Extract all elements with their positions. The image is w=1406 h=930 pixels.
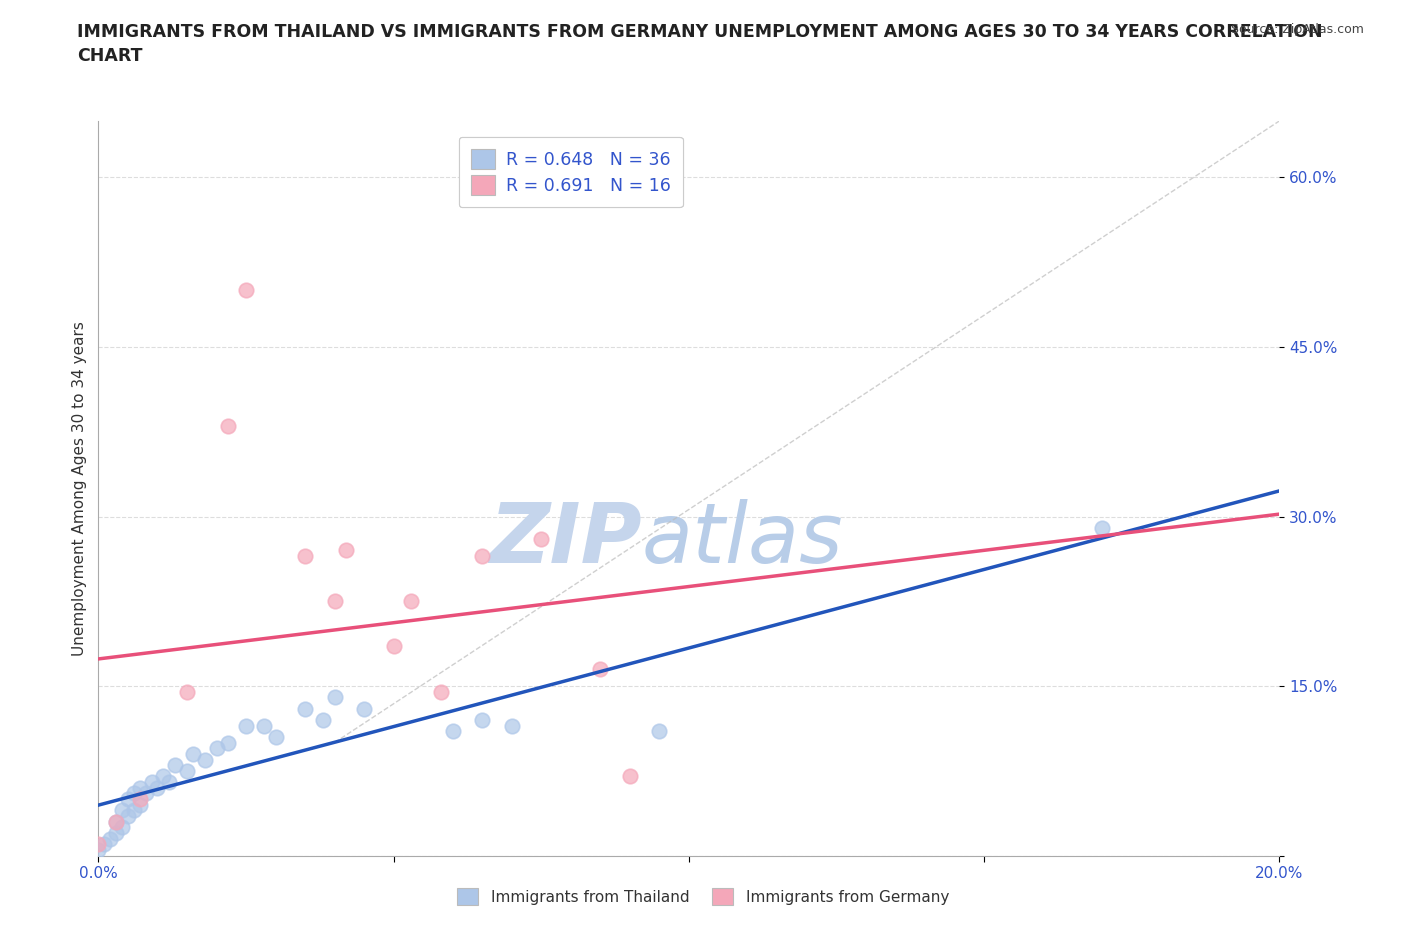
Point — [122, 803, 145, 817]
Point — [176, 764, 198, 778]
Point — [323, 690, 346, 705]
Point — [323, 594, 346, 609]
Point — [335, 543, 357, 558]
Point — [294, 549, 316, 564]
Point — [294, 701, 316, 716]
Legend: R = 0.648   N = 36, R = 0.691   N = 16: R = 0.648 N = 36, R = 0.691 N = 16 — [458, 137, 683, 207]
Text: IMMIGRANTS FROM THAILAND VS IMMIGRANTS FROM GERMANY UNEMPLOYMENT AMONG AGES 30 T: IMMIGRANTS FROM THAILAND VS IMMIGRANTS F… — [77, 23, 1323, 65]
Point — [146, 780, 169, 795]
Point — [122, 786, 145, 801]
Point — [205, 741, 228, 756]
Point — [176, 684, 198, 699]
Point — [217, 735, 239, 750]
Point — [93, 837, 115, 852]
Point — [105, 826, 128, 841]
Point — [117, 791, 139, 806]
Text: atlas: atlas — [641, 499, 844, 580]
Point — [619, 769, 641, 784]
Point — [87, 837, 110, 852]
Point — [105, 815, 128, 830]
Point — [471, 712, 494, 727]
Point — [401, 594, 423, 609]
Point — [264, 729, 287, 744]
Point — [105, 815, 128, 830]
Point — [111, 820, 134, 835]
Point — [128, 797, 150, 812]
Point — [217, 418, 239, 433]
Point — [128, 780, 150, 795]
Point — [87, 843, 110, 857]
Point — [235, 718, 257, 733]
Point — [382, 639, 405, 654]
Point — [181, 747, 204, 762]
Point — [98, 831, 121, 846]
Text: Source: ZipAtlas.com: Source: ZipAtlas.com — [1230, 23, 1364, 36]
Point — [441, 724, 464, 738]
Point — [157, 775, 180, 790]
Point — [194, 752, 217, 767]
Point — [648, 724, 671, 738]
Text: ZIP: ZIP — [489, 499, 641, 580]
Point — [589, 661, 612, 676]
Point — [117, 808, 139, 823]
Point — [353, 701, 375, 716]
Point — [135, 786, 157, 801]
Point — [312, 712, 335, 727]
Point — [111, 803, 134, 817]
Point — [471, 549, 494, 564]
Point — [152, 769, 174, 784]
Point — [430, 684, 453, 699]
Point — [253, 718, 276, 733]
Legend: Immigrants from Thailand, Immigrants from Germany: Immigrants from Thailand, Immigrants fro… — [450, 880, 956, 913]
Point — [141, 775, 163, 790]
Point — [501, 718, 523, 733]
Point — [128, 791, 150, 806]
Point — [530, 532, 553, 547]
Point — [165, 758, 187, 773]
Point — [1091, 521, 1114, 536]
Y-axis label: Unemployment Among Ages 30 to 34 years: Unemployment Among Ages 30 to 34 years — [72, 321, 87, 656]
Point — [235, 283, 257, 298]
